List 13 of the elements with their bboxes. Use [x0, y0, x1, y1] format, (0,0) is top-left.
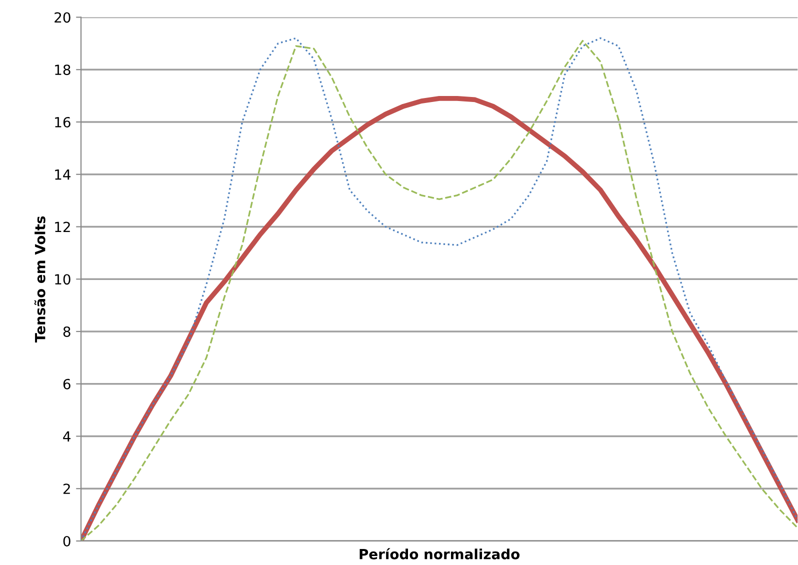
y-tick-label: 8 — [63, 326, 70, 337]
y-tick-label: 0 — [63, 536, 70, 546]
x-axis-title: Período normalizado — [360, 548, 520, 560]
y-tick-label: 20 — [54, 12, 70, 23]
y-tick-label: 12 — [55, 222, 70, 232]
y-tick-label: 10 — [55, 274, 70, 285]
y-tick-label: 4 — [63, 431, 70, 442]
y-tick-label: 18 — [55, 64, 70, 76]
y-tick-label: 14 — [55, 170, 70, 180]
y-axis-title: Tensão em Volts — [34, 216, 46, 342]
y-tick-label: 16 — [55, 116, 70, 128]
y-tick-label: 2 — [63, 484, 70, 494]
y-tick-label: 6 — [63, 378, 70, 390]
